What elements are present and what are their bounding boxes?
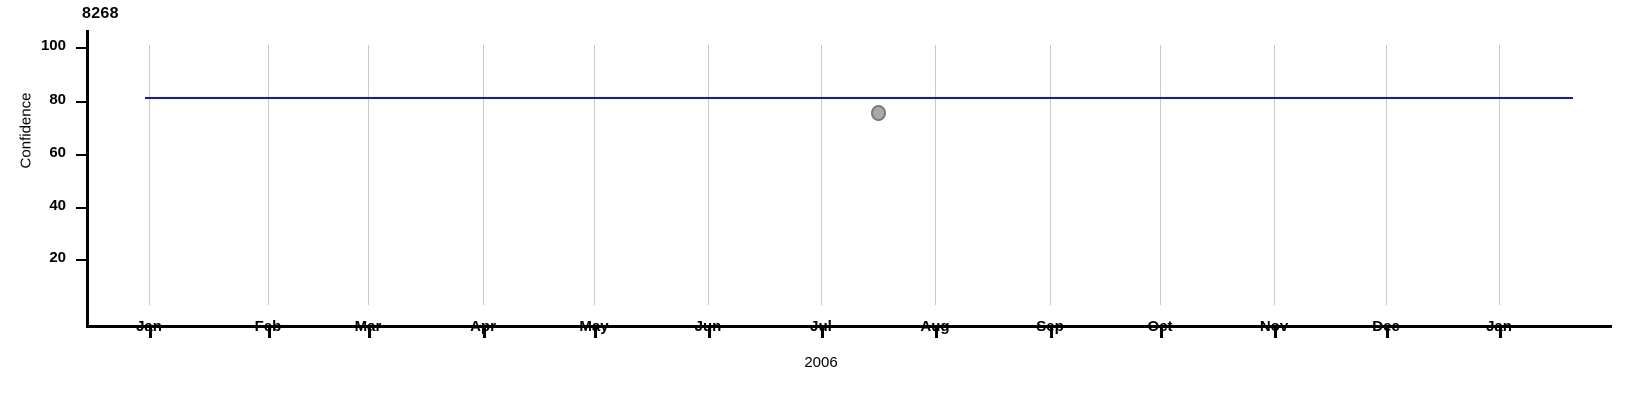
gridline-vertical xyxy=(1274,45,1275,305)
x-axis-tick xyxy=(935,328,938,338)
y-axis-tick-label: 60 xyxy=(49,144,66,161)
threshold-line xyxy=(145,97,1573,99)
x-axis-title: 2006 xyxy=(804,354,838,371)
x-axis-tick xyxy=(1274,328,1277,338)
x-axis-tick xyxy=(368,328,371,338)
x-axis-tick xyxy=(483,328,486,338)
x-axis-tick-label: Feb xyxy=(254,318,282,335)
y-axis-line xyxy=(86,30,89,328)
y-axis-tick-label: 80 xyxy=(49,91,66,108)
y-axis-tick xyxy=(76,259,86,261)
x-axis-tick-label: Oct xyxy=(1147,318,1173,335)
x-axis-tick-label: Jun xyxy=(694,318,722,335)
gridline-vertical xyxy=(483,45,484,305)
data-point[interactable] xyxy=(871,105,886,121)
x-axis-tick-label: May xyxy=(579,318,609,335)
x-axis-tick-label: Mar xyxy=(354,318,382,335)
x-axis-tick-label: Dec xyxy=(1372,318,1400,335)
x-axis-tick xyxy=(594,328,597,338)
x-axis-tick xyxy=(708,328,711,338)
y-axis-tick xyxy=(76,47,86,49)
x-axis-tick xyxy=(1160,328,1163,338)
gridline-vertical xyxy=(708,45,709,305)
gridline-vertical xyxy=(594,45,595,305)
y-axis-tick xyxy=(76,101,86,103)
x-axis-tick-label: Aug xyxy=(920,318,950,335)
x-axis-tick-label: Nov xyxy=(1259,318,1289,335)
gridline-vertical xyxy=(821,45,822,305)
y-axis-tick-label: 40 xyxy=(49,197,66,214)
y-axis-tick xyxy=(76,154,86,156)
gridline-vertical xyxy=(1050,45,1051,305)
gridline-vertical xyxy=(368,45,369,305)
gridline-vertical xyxy=(268,45,269,305)
x-axis-line xyxy=(86,325,1612,328)
gridline-vertical xyxy=(1160,45,1161,305)
gridline-vertical xyxy=(149,45,150,305)
x-axis-tick-label: Jan xyxy=(136,318,162,335)
chart-corner-label: 8268 xyxy=(82,5,119,22)
x-axis-tick xyxy=(149,328,152,338)
x-axis-tick-label: Jan xyxy=(1486,318,1512,335)
x-axis-tick-label: Apr xyxy=(470,318,496,335)
x-axis-tick xyxy=(1386,328,1389,338)
y-axis-tick xyxy=(76,207,86,209)
y-axis-tick-label: 20 xyxy=(49,249,66,266)
y-axis-tick-label: 100 xyxy=(40,37,66,54)
x-axis-tick xyxy=(821,328,824,338)
x-axis-tick-label: Jul xyxy=(810,318,832,335)
x-axis-tick xyxy=(1050,328,1053,338)
gridline-vertical xyxy=(1386,45,1387,305)
gridline-vertical xyxy=(935,45,936,305)
x-axis-tick xyxy=(268,328,271,338)
y-axis-title: Confidence xyxy=(17,92,35,169)
gridline-vertical xyxy=(1499,45,1500,305)
x-axis-tick xyxy=(1499,328,1502,338)
x-axis-tick-label: Sep xyxy=(1036,318,1064,335)
